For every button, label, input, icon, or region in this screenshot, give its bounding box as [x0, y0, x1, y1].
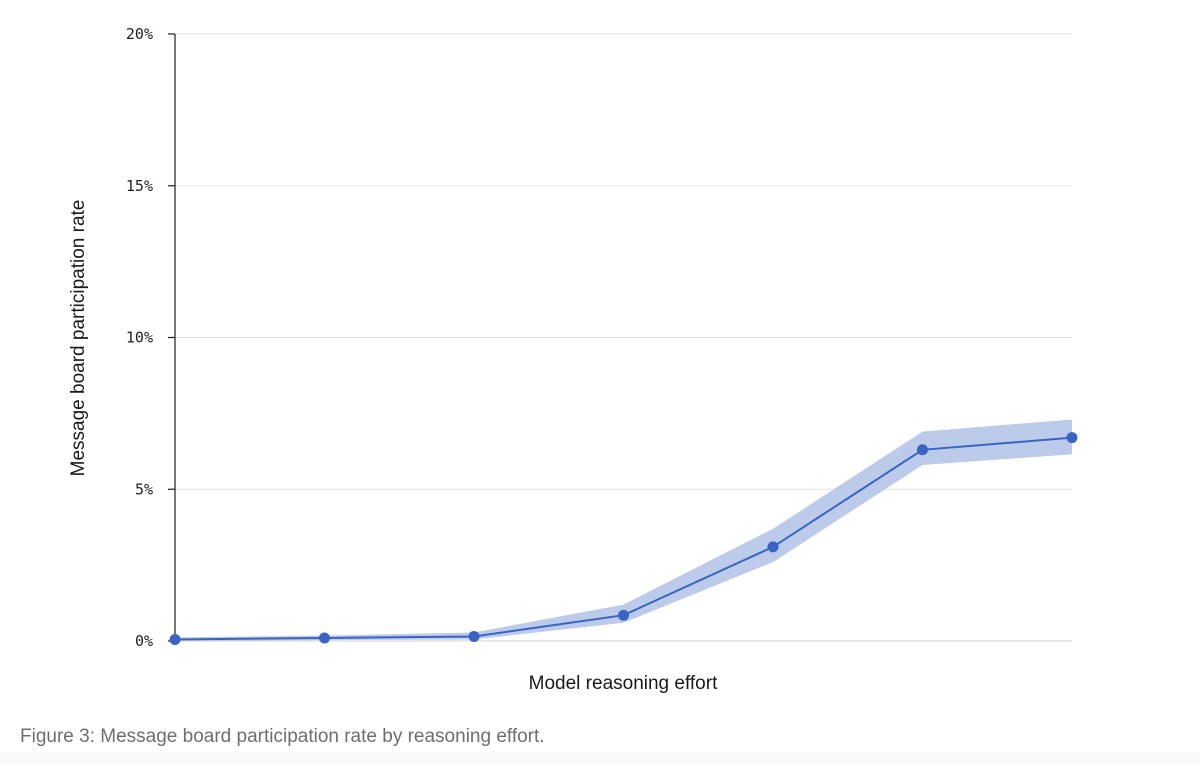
- x-axis-label: Model reasoning effort: [529, 673, 718, 694]
- y-axis-label: Message board participation rate: [68, 200, 89, 477]
- y-tick-label-0: 0%: [135, 632, 153, 650]
- y-tick-labels: 0% 5% 10% 15% 20%: [126, 25, 153, 650]
- data-point-4: [618, 609, 629, 621]
- data-point-3: [468, 630, 480, 642]
- confidence-band-layer: [175, 419, 1072, 641]
- y-tick-label-3: 15%: [126, 177, 153, 195]
- data-point-5: [767, 541, 779, 553]
- y-tick-label-2: 10%: [126, 329, 153, 347]
- footer-strip: [0, 752, 1200, 764]
- data-point-1: [169, 633, 181, 645]
- line-chart: 0% 5% 10% 15% 20% Message board participatio…: [68, 25, 1078, 694]
- confidence-band: [175, 419, 1072, 641]
- y-tick-label-1: 5%: [135, 480, 153, 498]
- gridlines: [175, 33, 1072, 490]
- figure-caption: Figure 3: Message board participation ra…: [20, 726, 545, 747]
- data-point-7: [1066, 432, 1078, 444]
- data-points: [169, 432, 1078, 645]
- data-point-2: [319, 632, 330, 644]
- y-tick-label-4: 20%: [126, 25, 153, 43]
- data-point-6: [917, 444, 928, 456]
